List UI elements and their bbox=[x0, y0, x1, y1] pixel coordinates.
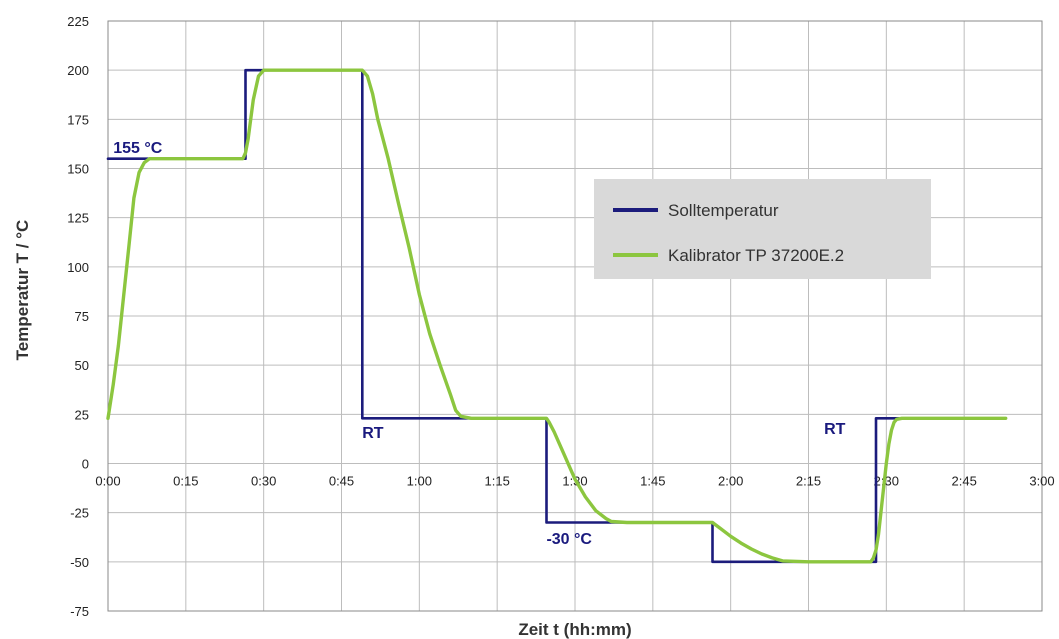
y-tick-label: 225 bbox=[67, 14, 89, 29]
series-lines bbox=[106, 68, 1008, 564]
y-tick-label: -50 bbox=[70, 555, 89, 570]
x-tick-label: 2:45 bbox=[952, 474, 977, 489]
annotation-label: RT bbox=[362, 425, 384, 442]
y-tick-label: 50 bbox=[75, 358, 89, 373]
x-tick-label: 1:00 bbox=[407, 474, 432, 489]
legend-label-kalibrator: Kalibrator TP 37200E.2 bbox=[668, 246, 844, 265]
x-tick-label: 1:15 bbox=[485, 474, 510, 489]
y-tick-label: -25 bbox=[70, 506, 89, 521]
y-tick-label: 175 bbox=[67, 112, 89, 127]
x-tick-label: 2:15 bbox=[796, 474, 821, 489]
y-tick-label: 0 bbox=[82, 457, 89, 472]
y-tick-label: 125 bbox=[67, 211, 89, 226]
x-tick-label: 3:00 bbox=[1029, 474, 1054, 489]
y-axis-title: Temperatur T / °C bbox=[13, 220, 32, 361]
plot-area-border bbox=[107, 20, 1043, 612]
series-line-kalibrator bbox=[106, 68, 1008, 564]
x-tick-label: 1:45 bbox=[640, 474, 665, 489]
legend: Solltemperatur Kalibrator TP 37200E.2 bbox=[594, 179, 931, 279]
annotation-label: -30 °C bbox=[546, 531, 592, 548]
y-axis-ticks: 225 200 175 150 125 100 75 50 25 0 -25 -50 -75 bbox=[67, 14, 89, 619]
annotation-label: RT bbox=[824, 421, 846, 438]
x-axis-ticks: 0:00 0:15 0:30 0:45 1:00 1:15 1:30 1:45 2:00 2:15… bbox=[95, 474, 1054, 489]
y-tick-label: 25 bbox=[75, 407, 89, 422]
annotation-label: 155 °C bbox=[113, 140, 163, 157]
y-tick-label: 150 bbox=[67, 162, 89, 177]
x-tick-label: 0:45 bbox=[329, 474, 354, 489]
legend-box bbox=[594, 179, 931, 279]
annotations: 155 °C RT -30 °C RT bbox=[113, 140, 845, 548]
y-tick-label: 100 bbox=[67, 260, 89, 275]
x-axis-title: Zeit t (hh:mm) bbox=[518, 620, 631, 639]
legend-label-solltemperatur: Solltemperatur bbox=[668, 201, 779, 220]
y-tick-label: -75 bbox=[70, 604, 89, 619]
x-tick-label: 0:15 bbox=[173, 474, 198, 489]
x-tick-label: 0:00 bbox=[95, 474, 120, 489]
x-tick-label: 2:30 bbox=[874, 474, 899, 489]
y-tick-label: 200 bbox=[67, 63, 89, 78]
y-tick-label: 75 bbox=[75, 309, 89, 324]
x-tick-label: 2:00 bbox=[718, 474, 743, 489]
x-tick-label: 0:30 bbox=[251, 474, 276, 489]
